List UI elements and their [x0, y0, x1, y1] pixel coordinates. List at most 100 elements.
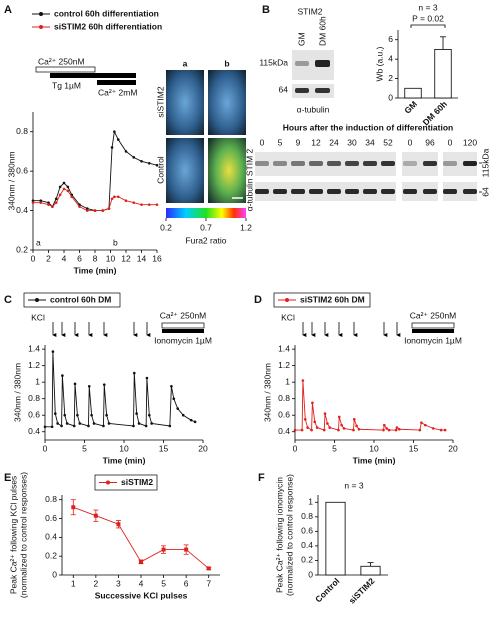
y-tick-label: 0.4 — [45, 532, 57, 542]
lane-label: 0 — [408, 137, 413, 147]
protocol-bar — [35, 66, 96, 73]
point — [135, 412, 138, 415]
y-axis-label: 340nm / 380nm — [6, 151, 16, 210]
y-tick-label: 0.2 — [301, 555, 313, 565]
point — [63, 413, 67, 417]
x-axis-label: Successive KCl pulses — [95, 590, 188, 600]
band — [381, 189, 395, 194]
x-tick-label: 3 — [116, 578, 121, 588]
annotation: KCl — [31, 312, 45, 322]
band — [403, 189, 417, 194]
x-tick-label: 20 — [448, 443, 458, 453]
bar — [434, 49, 452, 99]
image-column-label: b — [224, 58, 229, 68]
legend-label: siSTIM2 60h differentiation — [54, 21, 162, 31]
band — [345, 161, 359, 166]
point — [132, 156, 136, 159]
panel-letter: D — [254, 294, 262, 306]
x-tick-label: 4 — [139, 578, 144, 588]
point — [39, 201, 43, 204]
lane-label: 5 — [278, 137, 283, 147]
annotation: P = 0.02 — [412, 13, 444, 23]
x-axis-label: Time (min) — [74, 265, 117, 275]
x-tick-label: 15 — [409, 443, 419, 453]
y-tick-label: 0.6 — [301, 526, 313, 536]
band — [291, 189, 305, 194]
protocol-bar — [161, 322, 205, 329]
x-tick-label: siSTIM2 — [347, 576, 377, 606]
annotation: Ca²⁺ 250nM — [410, 310, 457, 320]
point — [53, 412, 57, 415]
band — [327, 161, 341, 166]
point — [355, 424, 358, 428]
point — [431, 427, 435, 430]
point — [193, 420, 197, 424]
colorbar-tick-label: 0.7 — [200, 222, 212, 232]
x-tick-label: 0 — [43, 443, 48, 453]
x-axis-label: Time (min) — [103, 455, 146, 465]
panel-letter: B — [262, 4, 270, 16]
lane-label: 120 — [463, 137, 477, 147]
y-tick-label: 0.2 — [45, 550, 57, 560]
image-row-label: Control — [155, 156, 165, 184]
point — [352, 418, 356, 421]
point — [172, 397, 176, 400]
y-tick-label: 1 — [35, 376, 40, 386]
point — [65, 422, 69, 425]
y-axis-label: 340nm / 380nm — [262, 363, 272, 422]
legend-marker — [106, 480, 110, 485]
point — [116, 522, 121, 527]
band — [309, 189, 323, 194]
blot — [292, 84, 334, 98]
y-tick-label: 0 — [308, 569, 313, 579]
y-tick-label: 0.4 — [16, 205, 28, 215]
legend-box — [94, 474, 158, 491]
point — [140, 159, 143, 163]
point — [147, 203, 151, 206]
legend-label: siSTIM2 60h DM — [300, 294, 365, 304]
x-tick-label: 0 — [31, 253, 36, 263]
y-tick-label: 1.4 — [28, 343, 40, 353]
point — [116, 195, 120, 199]
band — [273, 161, 287, 166]
legend-box — [23, 292, 121, 308]
series-line — [33, 188, 157, 212]
colorbar — [166, 208, 246, 218]
annotation: n = 3 — [418, 2, 437, 12]
point — [328, 426, 332, 429]
series-line — [33, 130, 158, 212]
marker-label: 115kDa — [480, 148, 490, 177]
x-tick-label: 8 — [93, 253, 98, 263]
protocol-bars — [35, 66, 136, 85]
point — [150, 422, 153, 425]
band — [463, 189, 477, 194]
x-tick-label: 2 — [93, 578, 98, 588]
point — [394, 428, 398, 432]
point — [87, 385, 91, 388]
protocol-bar — [97, 80, 136, 85]
band — [273, 189, 287, 194]
point — [93, 209, 97, 212]
point — [387, 428, 391, 432]
point — [132, 201, 136, 204]
band — [423, 189, 437, 194]
point — [93, 513, 98, 518]
lane-label: 34 — [365, 137, 375, 147]
point — [113, 195, 116, 199]
point — [85, 209, 89, 212]
point — [357, 427, 361, 431]
point — [311, 401, 314, 405]
x-tick-label: 15 — [159, 443, 169, 453]
protocol-bars — [161, 322, 455, 333]
point — [206, 566, 211, 571]
lane-label: 12 — [311, 137, 321, 147]
blot — [443, 182, 477, 201]
point — [101, 209, 105, 212]
lane-label: 0 — [448, 137, 453, 147]
marker-label: 64 — [279, 84, 289, 94]
point — [137, 422, 141, 425]
panel-letter: F — [258, 472, 265, 484]
point — [85, 207, 89, 210]
point — [315, 426, 319, 429]
point — [189, 418, 193, 422]
